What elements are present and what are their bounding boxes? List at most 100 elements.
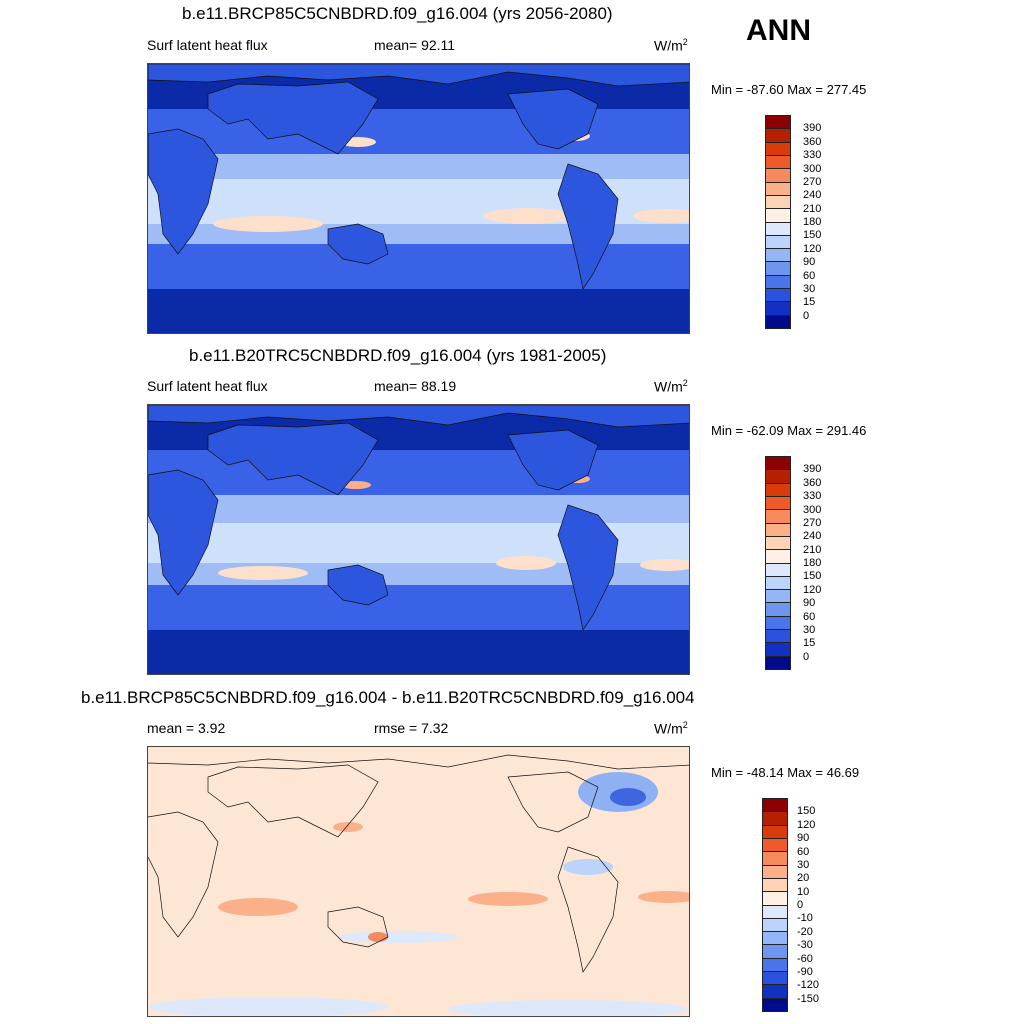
panel-1-colorbar [765, 115, 791, 329]
panel-2-colorbar-labels: 390 360 330 300 270 240 210 180 150 120 … [803, 456, 843, 670]
colorbar-tick-label: 0 [803, 650, 810, 663]
colorbar-swatch [766, 169, 790, 183]
colorbar-swatch [763, 812, 787, 826]
colorbar-swatch [763, 878, 787, 893]
colorbar-swatch [766, 289, 790, 303]
colorbar-tick-label: -120 [797, 979, 820, 992]
colorbar-swatch [766, 262, 790, 276]
colorbar-swatch [766, 603, 790, 617]
colorbar-swatch [766, 182, 790, 196]
panel-1-variable-label: Surf latent heat flux [147, 37, 268, 53]
panel-1-title: b.e11.BRCP85C5CNBDRD.f09_g16.004 (yrs 20… [182, 4, 613, 23]
panel-2-title: b.e11.B20TRC5CNBDRD.f09_g16.004 (yrs 198… [189, 346, 607, 365]
colorbar-swatch [763, 998, 787, 1011]
colorbar-swatch [766, 536, 790, 551]
colorbar-swatch [766, 129, 790, 143]
colorbar-tick-label: 330 [803, 490, 822, 503]
panel-3-units: W/m2 [654, 720, 688, 737]
colorbar-swatch [766, 457, 790, 471]
colorbar-swatch [766, 496, 790, 511]
colorbar-swatch [766, 630, 790, 644]
colorbar-tick-label: 60 [797, 845, 810, 858]
panel-3-colorbar [762, 798, 788, 1012]
colorbar-tick-label: 90 [797, 832, 810, 845]
panel-3-colorbar-labels: 150 120 90 60 30 20 10 0 -10 -20 -30 -60… [797, 798, 837, 1012]
panel-2-map [147, 404, 690, 675]
panel-3-mean-label: mean = 3.92 [147, 720, 226, 736]
colorbar-swatch [766, 523, 790, 537]
colorbar-tick-label: -10 [797, 912, 813, 925]
colorbar-tick-label: 120 [803, 583, 822, 596]
colorbar-tick-label: 360 [803, 135, 822, 148]
colorbar-swatch [766, 209, 790, 223]
colorbar-tick-label: 390 [803, 463, 822, 476]
colorbar-swatch [766, 470, 790, 484]
colorbar-tick-label: 150 [797, 805, 816, 818]
colorbar-tick-label: 270 [803, 516, 822, 529]
colorbar-swatch [766, 155, 790, 170]
panel-1-units: W/m2 [654, 37, 688, 54]
colorbar-tick-label: 0 [803, 309, 810, 322]
colorbar-swatch [763, 838, 787, 853]
colorbar-swatch [763, 905, 787, 919]
colorbar-tick-label: 210 [803, 202, 822, 215]
colorbar-tick-label: 30 [803, 623, 816, 636]
colorbar-swatch [766, 576, 790, 591]
colorbar-tick-label: 240 [803, 189, 822, 202]
colorbar-tick-label: 300 [803, 503, 822, 516]
colorbar-tick-label: 10 [797, 885, 810, 898]
panel-3-title: b.e11.BRCP85C5CNBDRD.f09_g16.004 - b.e11… [81, 688, 695, 707]
panel-2-min-max: Min = -62.09 Max = 291.46 [711, 423, 867, 438]
colorbar-swatch [766, 550, 790, 564]
colorbar-tick-label: 150 [803, 570, 822, 583]
colorbar-swatch [766, 315, 790, 328]
panel-3-map [147, 746, 690, 1017]
panel-1-map [147, 63, 690, 334]
colorbar-swatch [763, 892, 787, 906]
colorbar-tick-label: 90 [803, 597, 816, 610]
colorbar-swatch [763, 865, 787, 879]
colorbar-tick-label: 360 [803, 476, 822, 489]
colorbar-tick-label: -150 [797, 992, 820, 1005]
colorbar-swatch [766, 275, 790, 290]
colorbar-tick-label: 15 [803, 296, 816, 309]
colorbar-swatch [763, 932, 787, 946]
colorbar-swatch [763, 852, 787, 866]
colorbar-swatch [763, 958, 787, 973]
colorbar-swatch [766, 195, 790, 210]
colorbar-tick-label: 150 [803, 229, 822, 242]
colorbar-tick-label: 240 [803, 530, 822, 543]
colorbar-swatch [766, 483, 790, 497]
panel-2-mean-label: mean= 88.19 [374, 378, 457, 394]
colorbar-swatch [766, 235, 790, 250]
panel-2-variable-label: Surf latent heat flux [147, 378, 268, 394]
colorbar-tick-label: 30 [797, 858, 810, 871]
panel-1-colorbar-labels: 390 360 330 300 270 240 210 180 150 120 … [803, 115, 843, 329]
colorbar-tick-label: 120 [797, 818, 816, 831]
colorbar-swatch [766, 222, 790, 236]
colorbar-swatch [763, 918, 787, 933]
colorbar-tick-label: -30 [797, 939, 813, 952]
panel-3-rmse-label: rmse = 7.32 [374, 720, 449, 736]
colorbar-swatch [763, 945, 787, 959]
panel-3-min-max: Min = -48.14 Max = 46.69 [711, 765, 860, 780]
colorbar-swatch [763, 799, 787, 813]
colorbar-tick-label: 120 [803, 242, 822, 255]
colorbar-swatch [766, 590, 790, 604]
colorbar-tick-label: 30 [803, 282, 816, 295]
colorbar-tick-label: 0 [797, 899, 804, 911]
colorbar-tick-label: 300 [803, 162, 822, 175]
panel-1-min-max: Min = -87.60 Max = 277.45 [711, 82, 867, 97]
colorbar-tick-label: 270 [803, 175, 822, 188]
panel-2-colorbar [765, 456, 791, 670]
colorbar-swatch [766, 116, 790, 130]
colorbar-swatch [766, 302, 790, 316]
colorbar-swatch [763, 825, 787, 839]
colorbar-tick-label: -20 [797, 925, 813, 938]
colorbar-swatch [763, 985, 787, 999]
panel-2-units: W/m2 [654, 378, 688, 395]
colorbar-swatch [766, 249, 790, 263]
colorbar-tick-label: 180 [803, 557, 822, 569]
colorbar-tick-label: 180 [803, 216, 822, 228]
colorbar-swatch [763, 972, 787, 986]
